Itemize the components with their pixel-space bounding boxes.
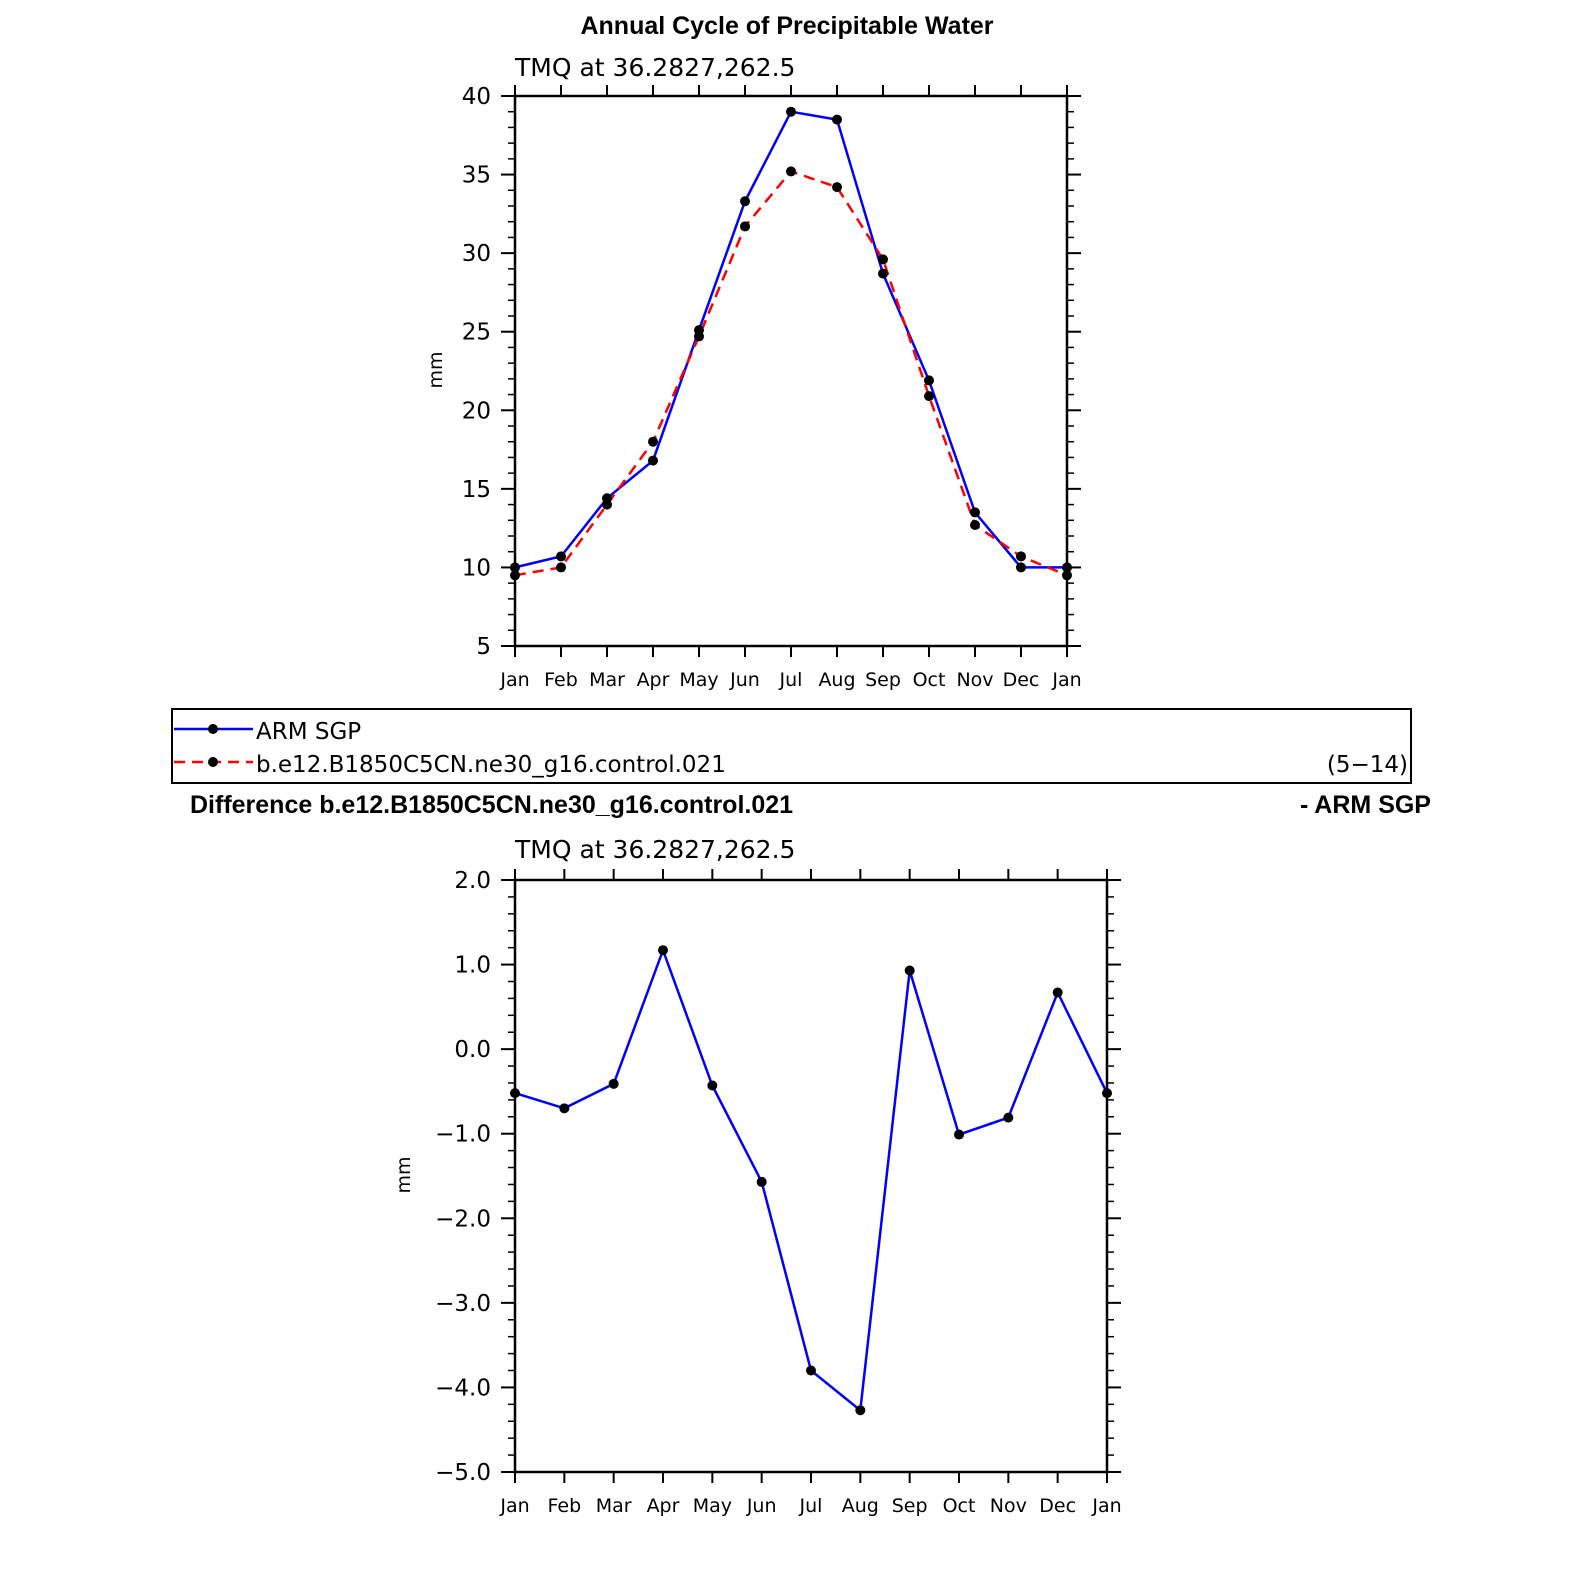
x-tick-label: Jan <box>499 1495 529 1517</box>
x-tick-label: Oct <box>913 669 946 691</box>
x-tick-label: Jul <box>779 669 803 691</box>
difference-chart: Difference b.e12.B1850C5CN.ne30_g16.cont… <box>190 791 1431 1517</box>
x-tick-label: Mar <box>596 1495 632 1517</box>
legend-marker-arm-sgp <box>208 724 218 734</box>
chart2-title-right: - ARM SGP <box>1300 791 1431 819</box>
data-point-series-1 <box>1003 1112 1014 1123</box>
data-point-series-1 <box>559 1103 570 1114</box>
x-tick-label: Mar <box>589 669 625 691</box>
data-point-series-2 <box>786 166 796 177</box>
legend-entry-arm-sgp: ARM SGP <box>174 719 361 745</box>
data-point-series-2 <box>1016 551 1026 562</box>
data-point-series-1 <box>658 945 668 956</box>
data-point-series-2 <box>602 499 612 510</box>
data-point-series-2 <box>924 391 934 402</box>
chart1-subtitle: TMQ at 36.2827,262.5 <box>514 53 795 82</box>
legend: ARM SGP b.e12.B1850C5CN.ne30_g16.control… <box>171 708 1412 784</box>
data-point-series-2 <box>970 520 980 530</box>
data-point-series-1 <box>806 1365 816 1376</box>
chart2-title: Difference b.e12.B1850C5CN.ne30_g16.cont… <box>190 791 793 819</box>
series-line-1 <box>514 946 1109 1413</box>
data-point-series-1 <box>878 268 888 279</box>
chart2-plot-frame <box>513 878 1109 1474</box>
x-tick-label: Jun <box>729 669 760 691</box>
data-point-series-1 <box>954 1129 964 1140</box>
series-line-1 <box>514 110 1067 569</box>
chart2-ylabel: mm <box>393 1156 415 1193</box>
data-point-series-1 <box>904 965 915 976</box>
y-tick-label: 1.0 <box>454 953 491 979</box>
data-point-series-1 <box>756 1176 767 1187</box>
x-tick-label: Jan <box>499 669 529 691</box>
x-tick-label: Feb <box>544 669 578 691</box>
x-tick-label: Nov <box>956 669 993 691</box>
y-tick-label: 20 <box>462 398 491 424</box>
x-tick-label: Jul <box>799 1495 823 1517</box>
legend-annotation: (5−14) <box>1327 752 1408 778</box>
data-point-series-1 <box>648 455 658 466</box>
legend-marker-model <box>208 757 218 767</box>
y-tick-label: −5.0 <box>435 1460 491 1486</box>
x-tick-label: Apr <box>647 1495 680 1517</box>
data-point-series-1 <box>608 1078 619 1089</box>
x-tick-label: Dec <box>1003 669 1040 691</box>
x-tick-label: Jan <box>1091 1495 1121 1517</box>
data-point-series-2 <box>832 182 842 193</box>
x-tick-label: Nov <box>990 1495 1027 1517</box>
legend-entry-model: b.e12.B1850C5CN.ne30_g16.control.021 <box>174 752 726 778</box>
y-tick-label: 30 <box>462 241 491 267</box>
x-tick-label: Sep <box>865 669 901 691</box>
y-tick-label: 40 <box>462 84 491 110</box>
y-tick-label: 10 <box>462 555 491 581</box>
chart1-plot-frame <box>513 94 1069 648</box>
legend-label-model: b.e12.B1850C5CN.ne30_g16.control.021 <box>256 752 726 778</box>
x-tick-label: Apr <box>637 669 670 691</box>
data-point-series-1 <box>707 1080 718 1091</box>
chart2-subtitle: TMQ at 36.2827,262.5 <box>514 835 795 864</box>
x-tick-label: Dec <box>1039 1495 1076 1517</box>
data-point-series-2 <box>694 331 704 342</box>
x-tick-label: Feb <box>548 1495 582 1517</box>
x-tick-label: Aug <box>842 1495 879 1517</box>
y-tick-label: −3.0 <box>435 1291 491 1317</box>
x-tick-label: May <box>679 669 718 691</box>
y-tick-label: 2.0 <box>454 868 491 894</box>
data-point-series-2 <box>740 221 750 232</box>
data-point-series-2 <box>648 436 658 447</box>
annual-cycle-chart: Annual Cycle of Precipitable Water TMQ a… <box>425 12 1082 691</box>
y-tick-label: −1.0 <box>435 1122 491 1148</box>
x-tick-label: Sep <box>892 1495 928 1517</box>
y-tick-label: 0.0 <box>454 1037 491 1063</box>
data-point-series-1 <box>832 114 842 125</box>
y-tick-label: −4.0 <box>435 1375 491 1401</box>
data-point-series-1 <box>786 106 796 117</box>
series-line-2 <box>514 169 1068 577</box>
data-point-series-2 <box>878 254 888 265</box>
y-tick-label: 5 <box>476 634 491 660</box>
data-point-series-1 <box>556 551 566 562</box>
data-point-series-2 <box>556 562 566 573</box>
x-tick-label: Oct <box>943 1495 976 1517</box>
chart1-title: Annual Cycle of Precipitable Water <box>580 12 993 40</box>
x-tick-label: Aug <box>818 669 855 691</box>
y-tick-label: 35 <box>462 163 491 189</box>
x-tick-label: May <box>693 1495 732 1517</box>
x-tick-label: Jun <box>746 1495 777 1517</box>
data-point-series-1 <box>855 1405 866 1416</box>
y-tick-label: −2.0 <box>435 1206 491 1232</box>
data-point-series-1 <box>970 507 980 518</box>
chart1-ylabel: mm <box>425 351 447 388</box>
y-tick-label: 15 <box>462 477 491 503</box>
data-point-series-1 <box>1052 987 1063 998</box>
legend-box <box>171 708 1412 784</box>
y-tick-label: 25 <box>462 320 491 346</box>
legend-label-arm-sgp: ARM SGP <box>256 719 361 745</box>
data-point-series-1 <box>1016 562 1026 573</box>
data-point-series-1 <box>740 196 750 207</box>
x-tick-label: Jan <box>1051 669 1081 691</box>
data-point-series-1 <box>924 375 934 386</box>
